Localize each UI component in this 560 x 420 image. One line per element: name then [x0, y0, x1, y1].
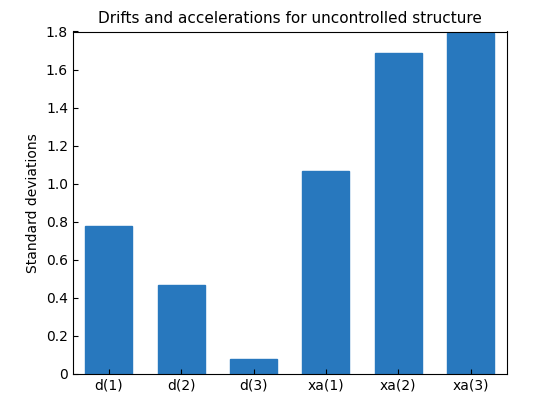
Bar [375, 53, 422, 374]
Bar [302, 171, 349, 374]
Y-axis label: Standard deviations: Standard deviations [26, 133, 40, 273]
Bar [86, 226, 133, 374]
Bar [230, 359, 277, 374]
Bar [158, 285, 205, 374]
Title: Drifts and accelerations for uncontrolled structure: Drifts and accelerations for uncontrolle… [98, 11, 482, 26]
Bar [447, 34, 494, 374]
